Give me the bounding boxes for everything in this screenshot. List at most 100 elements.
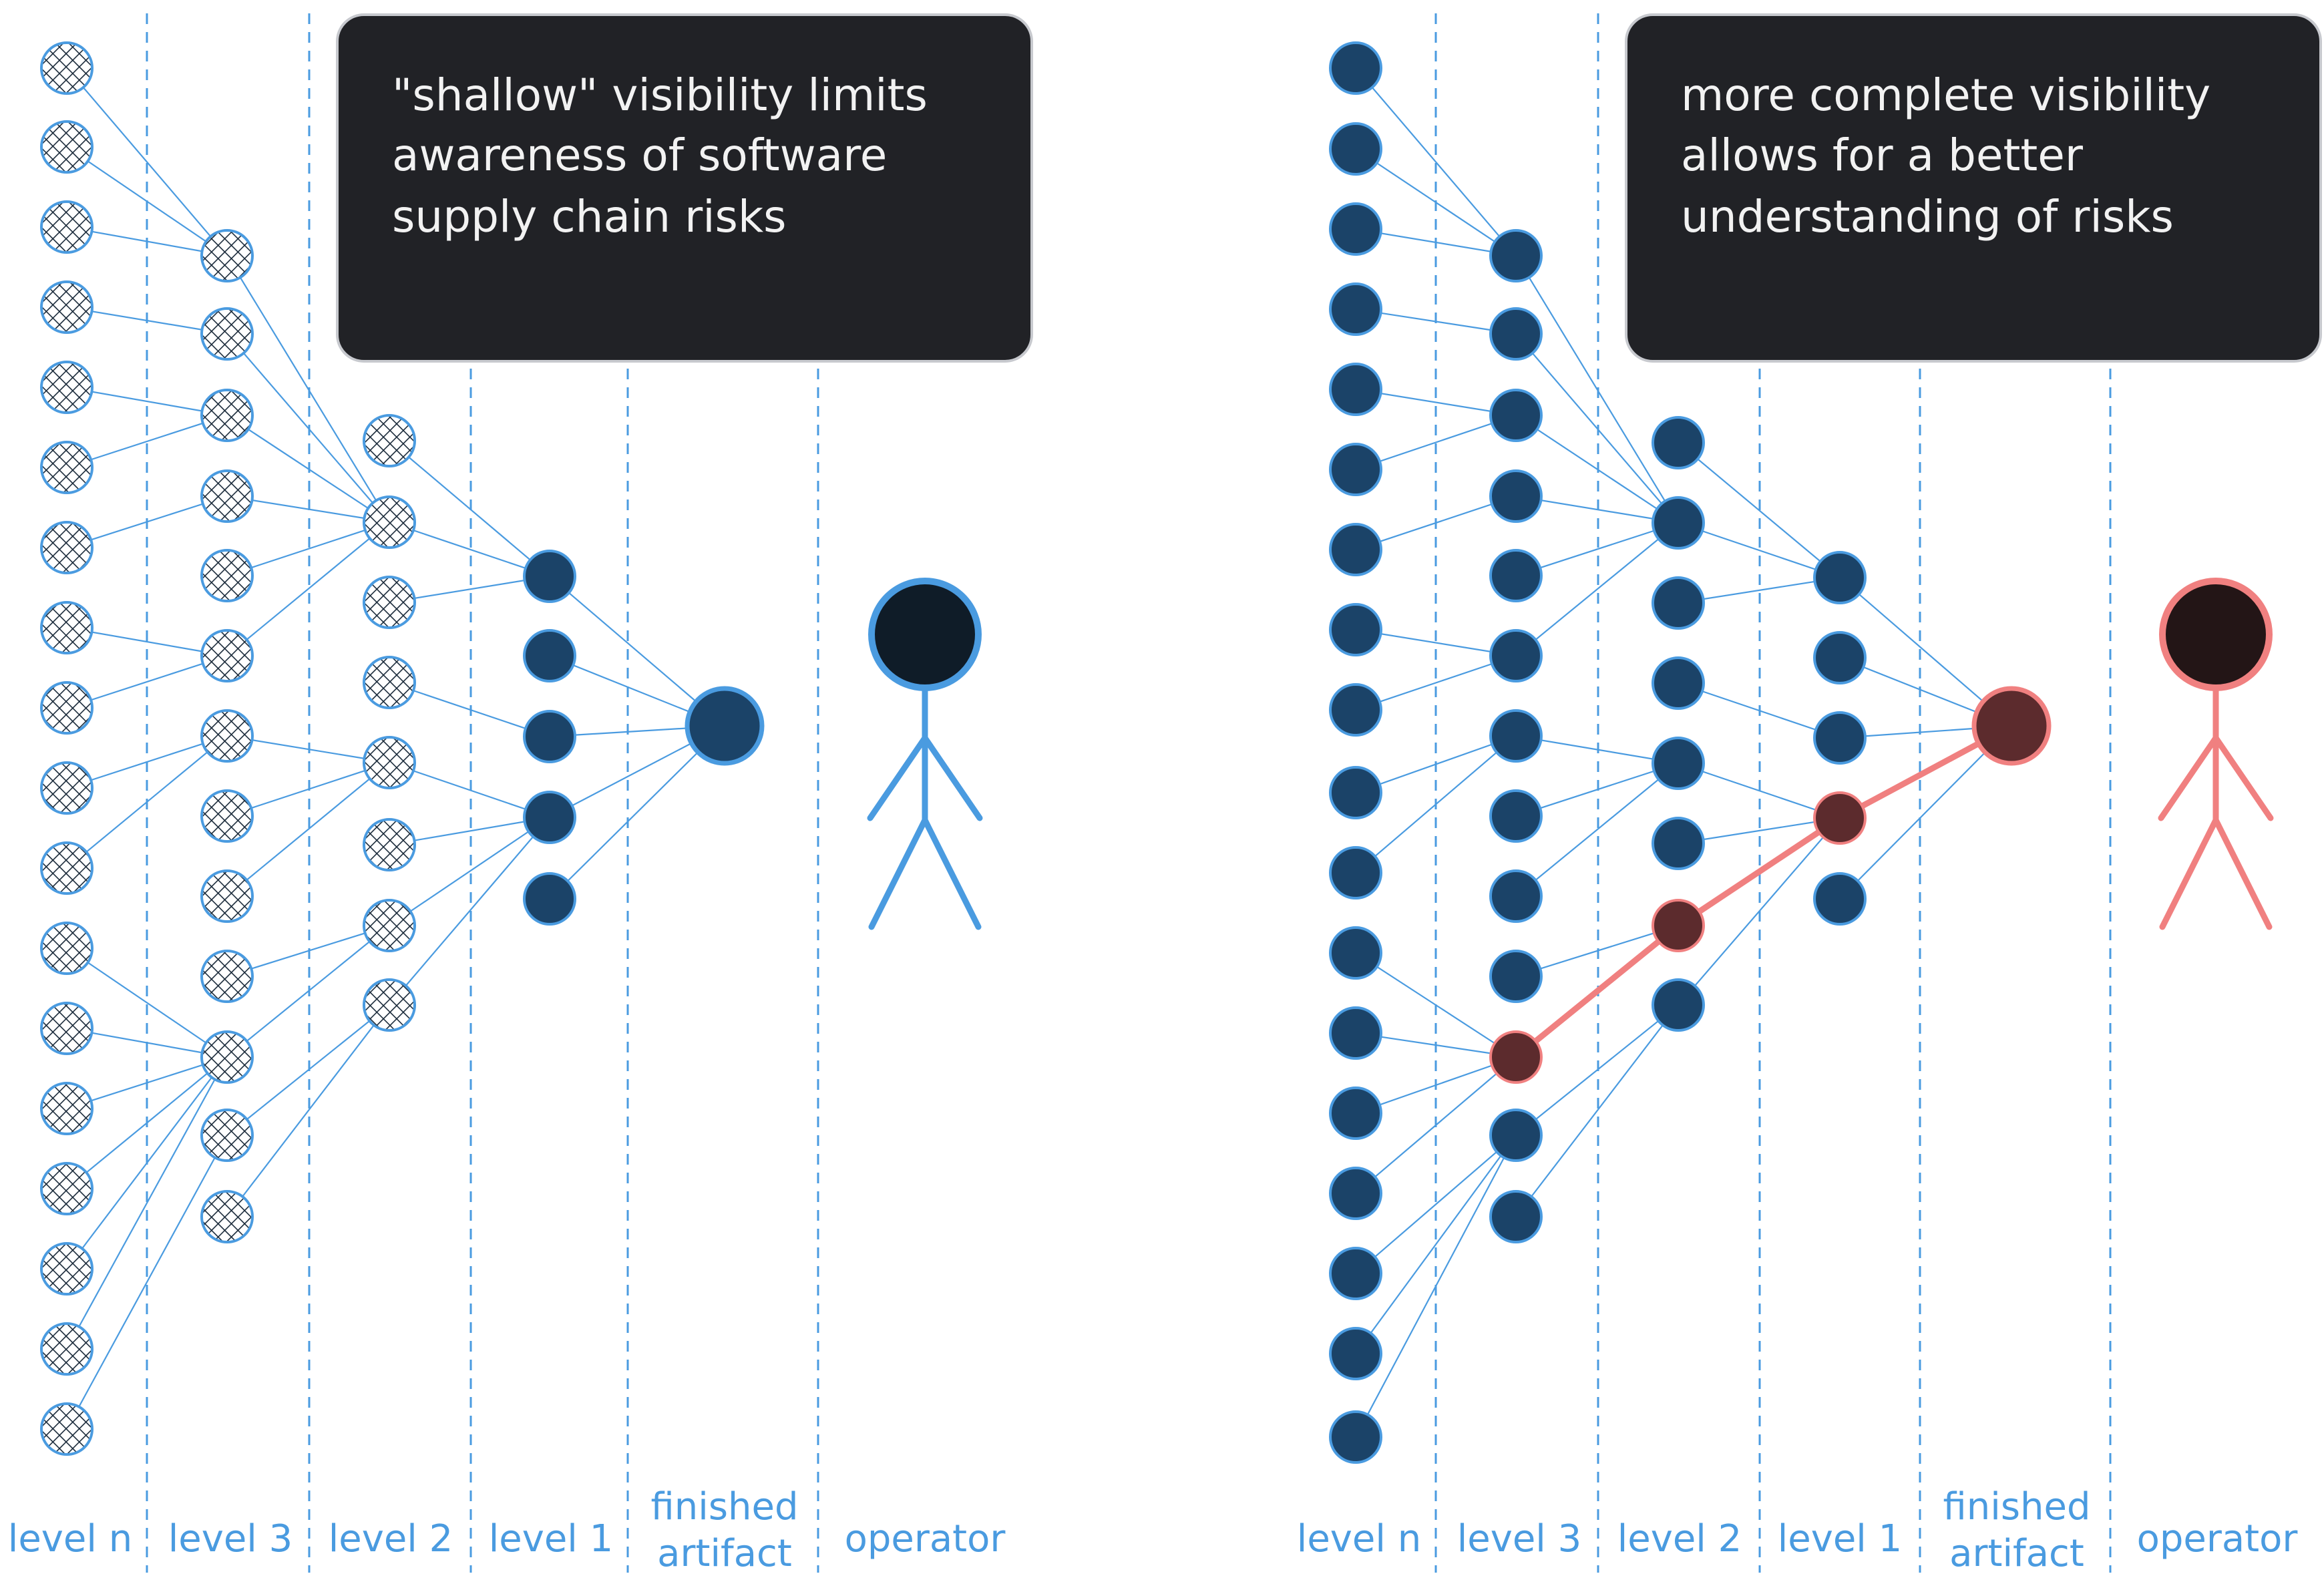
dependency-node-level-2: [1652, 656, 1705, 710]
dependency-node-level-2: [363, 495, 416, 549]
dependency-node-level-n: [40, 1002, 93, 1055]
label-level-3: level 3: [168, 1517, 293, 1561]
edge: [549, 725, 725, 900]
edge: [1355, 952, 1517, 1058]
dependency-node-level-n: [1329, 1167, 1382, 1220]
edge: [1355, 735, 1517, 873]
edge: [1515, 1004, 1679, 1136]
edge: [226, 925, 390, 1058]
dependency-node-level-n: [1329, 926, 1382, 980]
caption-complete-visibility: more complete visibility allows for a be…: [1625, 13, 2322, 363]
edge: [1355, 414, 1517, 471]
label-level-1: level 1: [1777, 1517, 1903, 1561]
dependency-node-level-3: [200, 950, 254, 1003]
dependency-node-level-3: [1489, 1190, 1543, 1243]
dependency-node-level-2: [363, 656, 416, 709]
dependency-node-level-n: [1329, 683, 1382, 737]
label-level-n: level n: [1296, 1517, 1422, 1561]
edge: [1515, 1004, 1679, 1217]
caption-line: "shallow" visibility limits: [392, 69, 928, 121]
operators: [867, 578, 2274, 930]
edge: [389, 440, 550, 577]
edge: [389, 817, 550, 926]
dependency-node-level-2: [363, 736, 416, 789]
caption-line: allows for a better: [1681, 130, 2083, 181]
dependency-node-level-n: [1329, 282, 1382, 336]
edge: [389, 816, 550, 846]
edge: [1355, 1135, 1517, 1354]
dependency-node-level-n: [1329, 846, 1382, 900]
label-operator: operator: [2136, 1517, 2298, 1561]
edge: [1355, 1135, 1517, 1274]
dependency-node-level-2: [363, 899, 416, 952]
edge: [1355, 1056, 1517, 1194]
caption-shallow-visibility: "shallow" visibility limits awareness of…: [336, 13, 1033, 363]
edge: [389, 817, 550, 1006]
edge: [66, 1056, 228, 1110]
edge: [1678, 817, 1841, 845]
dependency-node-level-n: [1329, 766, 1382, 819]
edge: [66, 1056, 228, 1269]
dependency-node-level-n: [1329, 202, 1382, 256]
label-line: artifact: [1949, 1532, 2084, 1575]
edge: [1678, 522, 1841, 579]
dependency-node-level-2: [1652, 899, 1705, 952]
edge: [66, 386, 228, 417]
edge: [66, 67, 228, 256]
dependency-node-level-2: [1652, 576, 1705, 630]
dependency-node-level-3: [200, 1030, 254, 1084]
dependency-node-level-n: [1329, 1247, 1382, 1300]
edge: [1355, 1056, 1517, 1115]
dependency-node-level-3: [1489, 389, 1543, 442]
caption-line: supply chain risks: [392, 191, 787, 242]
dependency-node-level-3: [200, 1190, 254, 1243]
edge: [1355, 735, 1517, 794]
operator-leg: [2159, 817, 2219, 930]
operator-head: [868, 578, 982, 691]
dependency-node-level-n: [40, 1162, 93, 1215]
dependency-node-level-3: [1489, 950, 1543, 1003]
edge: [389, 575, 550, 604]
edge: [226, 333, 390, 523]
edge: [1515, 333, 1679, 524]
dependency-node-level-n: [1329, 1006, 1382, 1060]
edge: [66, 495, 228, 549]
label-level-1: level 1: [488, 1517, 614, 1561]
label-level-2: level 2: [328, 1517, 453, 1561]
dependency-node-level-n: [1329, 363, 1382, 416]
dependency-edges: [66, 67, 2012, 1438]
edge: [1515, 415, 1679, 524]
dependency-node-level-3: [200, 549, 254, 602]
dependency-node-level-3: [1489, 1109, 1543, 1162]
dependency-node-level-3: [1489, 869, 1543, 923]
edge: [66, 948, 228, 1058]
label-finished-artifact: finished artifact: [1920, 1484, 2114, 1577]
edge: [1355, 308, 1517, 335]
operator-head: [2159, 578, 2273, 691]
dependency-node-level-n: [40, 1322, 93, 1376]
edge: [1515, 924, 1679, 978]
dependency-node-level-1: [1813, 791, 1867, 845]
caption-line: understanding of risks: [1681, 191, 2174, 242]
edge: [1515, 763, 1679, 897]
dependency-node-level-2: [1652, 737, 1705, 790]
edge: [66, 146, 228, 256]
dependency-node-level-n: [40, 521, 93, 574]
dependency-node-level-1: [1813, 631, 1867, 684]
label-line: artifact: [657, 1532, 792, 1575]
edge: [1515, 522, 1679, 656]
dependency-node-level-3: [200, 389, 254, 442]
edge: [66, 1027, 228, 1058]
dependency-node-level-3: [200, 629, 254, 682]
edge: [1355, 628, 1517, 657]
dependency-node-level-n: [1329, 1327, 1382, 1380]
edge: [1839, 725, 2012, 900]
edge: [1515, 255, 1679, 524]
risk-path-edge: [1675, 815, 1843, 929]
edge: [66, 226, 228, 257]
dependency-node-level-3: [200, 869, 254, 923]
label-operator: operator: [844, 1517, 1006, 1561]
edge: [66, 1056, 228, 1189]
dependency-node-level-2: [363, 978, 416, 1032]
dependency-node-level-n: [40, 441, 93, 494]
